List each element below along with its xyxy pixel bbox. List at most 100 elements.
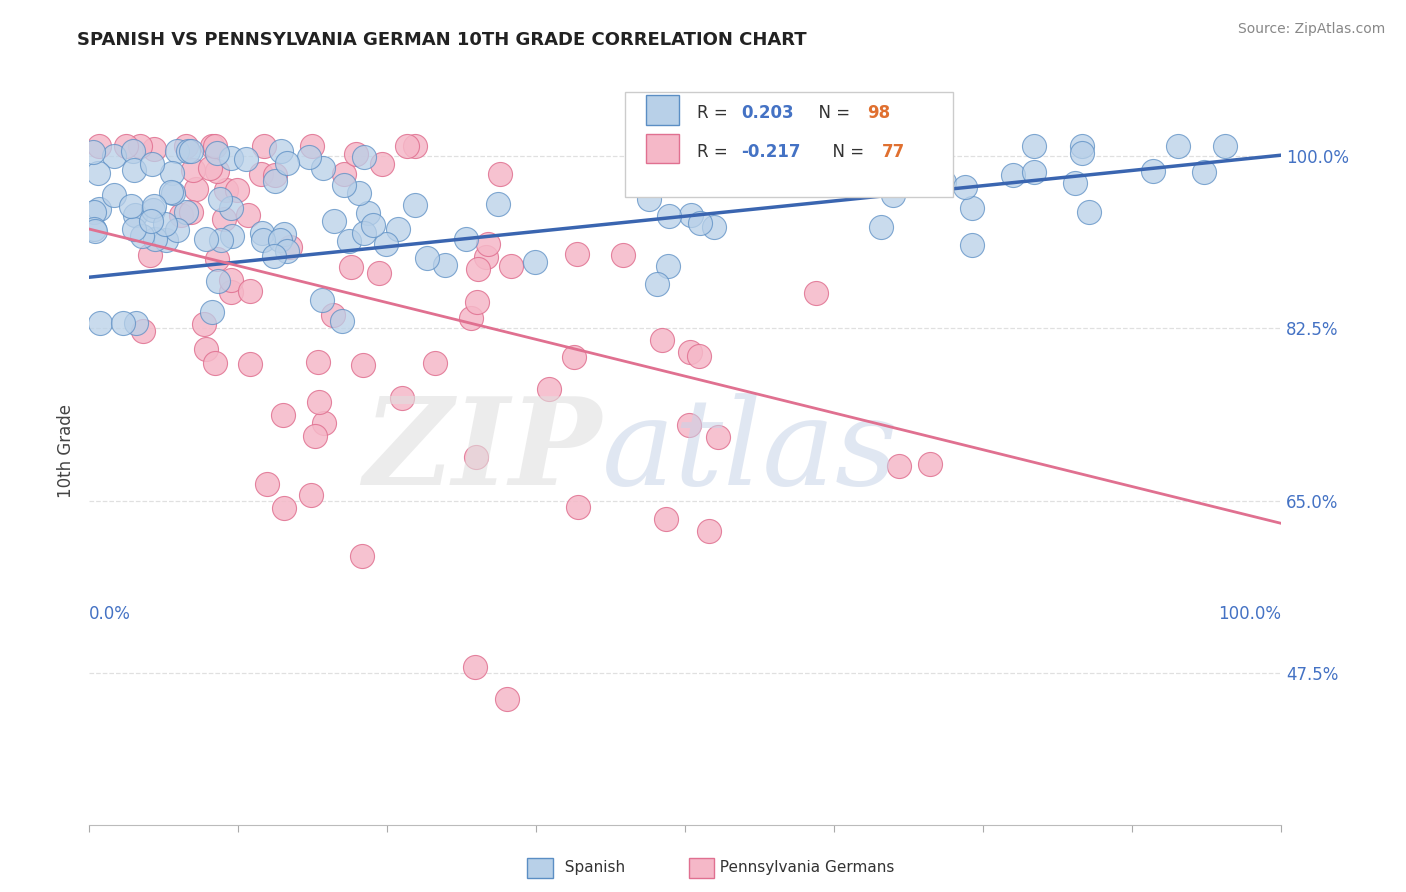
Point [89,202,111,217]
Y-axis label: 10th Grade: 10th Grade [58,404,75,499]
Point [142,202,165,217]
Point [1002,168,1025,182]
Point [464,450,486,465]
Point [209,233,232,247]
Point [524,255,547,269]
Text: -0.217: -0.217 [741,144,800,161]
Point [637,192,659,206]
Point [142,198,165,212]
Point [120,199,142,213]
Point [209,193,232,207]
Text: 77: 77 [882,144,905,161]
Point [82,145,104,160]
Point [368,266,391,280]
Point [1192,164,1215,178]
Point [207,146,229,161]
Point [1213,139,1236,153]
Point [299,488,322,502]
Point [180,204,202,219]
Point [567,500,589,514]
Point [465,294,488,309]
Point [215,183,238,197]
Point [271,409,294,423]
Point [249,167,271,181]
Point [200,161,222,175]
Point [297,150,319,164]
Point [375,237,398,252]
Point [371,157,394,171]
Point [352,549,374,564]
Point [333,178,356,192]
Point [645,277,668,292]
Point [323,213,346,227]
Point [143,142,166,156]
Text: Spanish: Spanish [555,860,626,874]
Point [562,350,585,364]
Point [160,166,183,180]
Point [160,185,183,199]
Point [239,357,262,371]
Point [141,157,163,171]
Point [330,313,353,327]
Point [307,355,329,369]
Point [103,149,125,163]
Point [496,692,519,706]
Point [103,187,125,202]
Text: ZIP: ZIP [363,392,602,511]
Point [688,349,710,363]
Point [221,273,243,287]
Point [219,152,242,166]
Point [353,226,375,240]
Point [176,139,198,153]
Point [655,511,678,525]
Point [184,182,207,196]
Point [121,145,143,159]
Text: Source: ZipAtlas.com: Source: ZipAtlas.com [1237,22,1385,37]
Point [278,239,301,253]
Text: R =: R = [697,104,733,122]
Point [124,209,146,223]
Text: 98: 98 [868,104,890,122]
Point [1024,139,1046,153]
Point [308,395,330,409]
Point [311,293,333,307]
Point [728,171,751,186]
Point [489,167,512,181]
Point [114,139,136,153]
Point [139,248,162,262]
Point [475,250,498,264]
Point [166,145,188,159]
Point [181,162,204,177]
Point [1070,145,1092,160]
Point [143,232,166,246]
Point [423,356,446,370]
Point [464,660,486,674]
Point [166,223,188,237]
Point [706,430,728,444]
Point [657,259,679,273]
Point [214,211,236,226]
Point [337,234,360,248]
Point [273,500,295,515]
Point [1142,164,1164,178]
Point [270,145,292,159]
Point [221,228,243,243]
Point [960,238,983,252]
Point [395,139,418,153]
Point [83,225,105,239]
Text: 0.0%: 0.0% [89,605,131,623]
Point [87,166,110,180]
Point [953,179,976,194]
Point [1022,164,1045,178]
Point [404,198,426,212]
Text: N =: N = [823,144,869,161]
Point [679,345,702,359]
Point [882,188,904,202]
Point [333,167,356,181]
Point [301,139,323,153]
Point [269,233,291,247]
Point [658,209,681,223]
Point [314,417,336,431]
Point [304,429,326,443]
Point [87,139,110,153]
